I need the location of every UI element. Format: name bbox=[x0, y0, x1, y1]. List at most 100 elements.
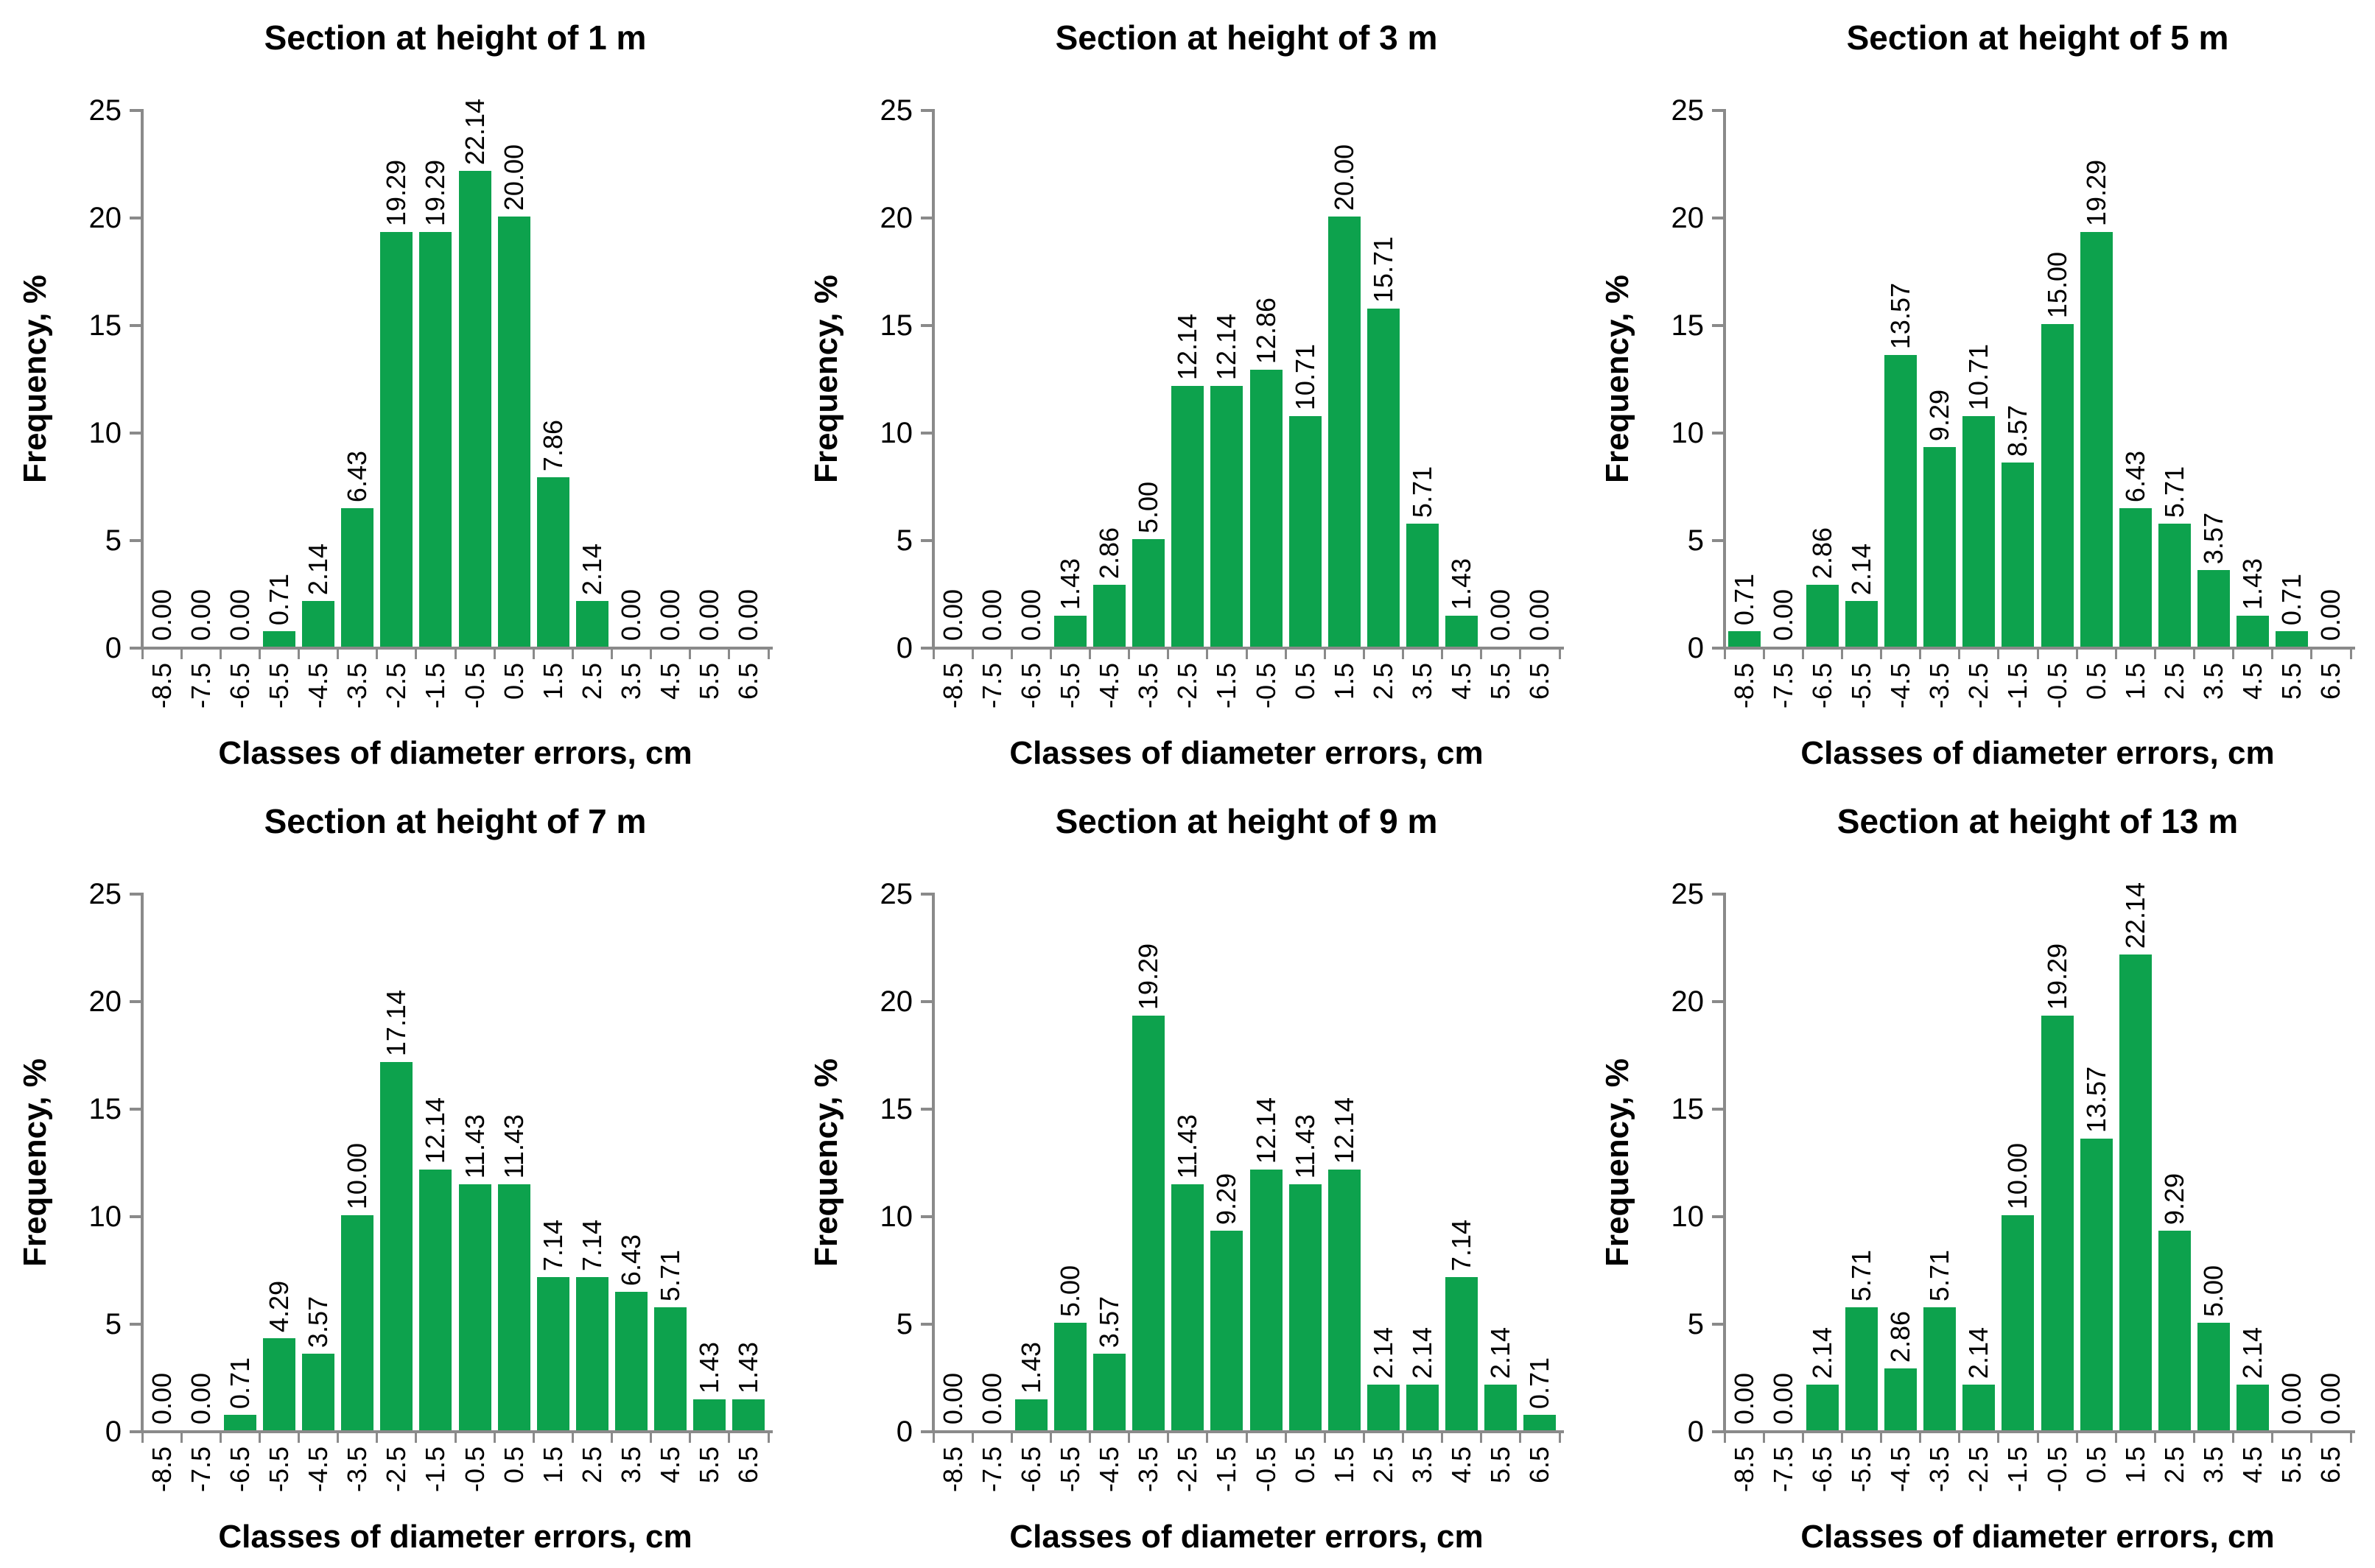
y-tick-mark bbox=[130, 1215, 141, 1218]
bar-value-label-box: 2.14 bbox=[1484, 1327, 1517, 1379]
bar bbox=[1210, 386, 1243, 647]
bar-value-label-box: 12.14 bbox=[1210, 314, 1243, 380]
bar-value-label: 1.43 bbox=[1054, 558, 1085, 610]
x-tick-label-box: -6.5 bbox=[1806, 1446, 1839, 1492]
y-tick-mark bbox=[130, 432, 141, 435]
x-tick-label: -5.5 bbox=[1845, 663, 1876, 709]
y-tick-label: 25 bbox=[1671, 878, 1705, 910]
bar-value-label-box: 5.00 bbox=[2197, 1265, 2230, 1317]
x-tick-label: 4.5 bbox=[655, 1446, 686, 1484]
bar-value-label-box: 0.00 bbox=[146, 589, 178, 641]
bar-value-label: 0.00 bbox=[185, 588, 216, 641]
bar-value-label-box: 0.00 bbox=[1484, 589, 1517, 641]
x-tick-mark bbox=[1880, 648, 1882, 659]
bar-value-label: 2.14 bbox=[303, 543, 334, 595]
bar bbox=[2276, 631, 2309, 647]
bar-value-label-box: 0.00 bbox=[976, 1373, 1008, 1424]
x-axis-title: Classes of diameter errors, cm bbox=[218, 1519, 692, 1555]
x-tick-label: 1.5 bbox=[1328, 1446, 1359, 1484]
x-tick-label: -4.5 bbox=[1094, 663, 1125, 709]
bar bbox=[1923, 447, 1957, 647]
bar-value-label-box: 19.29 bbox=[1132, 943, 1165, 1010]
x-tick-mark bbox=[219, 1432, 222, 1443]
y-tick-label: 0 bbox=[896, 1416, 913, 1448]
x-tick-label-box: -6.5 bbox=[224, 663, 256, 709]
x-tick-label-box: 3.5 bbox=[1406, 663, 1439, 700]
y-tick-label: 25 bbox=[880, 94, 913, 127]
y-axis-title: Frequency, % bbox=[808, 1058, 844, 1268]
x-tick-mark bbox=[1519, 648, 1522, 659]
x-tick-label: -6.5 bbox=[1806, 1446, 1837, 1493]
bar bbox=[1132, 1016, 1165, 1430]
bar-value-label-box: 1.43 bbox=[2237, 558, 2269, 610]
bar bbox=[458, 171, 491, 647]
x-tick-mark bbox=[1206, 1432, 1209, 1443]
y-tick-mark bbox=[130, 1323, 141, 1326]
chart-section-2: Section at height of 3 m 0 5 10 15 20 25 0.00 -8… bbox=[791, 0, 1582, 784]
x-tick-label: -0.5 bbox=[2041, 663, 2072, 709]
x-tick-label-box: -5.5 bbox=[263, 1446, 295, 1492]
bar-value-label: 2.14 bbox=[2237, 1326, 2268, 1379]
bar bbox=[1171, 386, 1204, 647]
x-tick-mark bbox=[415, 648, 418, 659]
bar bbox=[419, 232, 452, 647]
x-tick-label: -0.5 bbox=[459, 663, 490, 709]
x-tick-mark bbox=[2153, 1432, 2156, 1443]
x-tick-label: -7.5 bbox=[1767, 663, 1798, 709]
bar-value-label-box: 2.14 bbox=[1367, 1327, 1400, 1379]
bar-value-label-box: 11.43 bbox=[1289, 1114, 1322, 1178]
x-tick-label: -4.5 bbox=[1094, 1446, 1125, 1493]
x-tick-mark bbox=[493, 648, 496, 659]
bar-value-label-box: 0.00 bbox=[2315, 589, 2347, 641]
y-tick-mark bbox=[1712, 1108, 1723, 1111]
bar-value-label: 0.00 bbox=[655, 588, 686, 641]
x-tick-mark bbox=[1997, 1432, 2000, 1443]
x-tick-mark bbox=[1245, 1432, 1248, 1443]
x-tick-label-box: 0.5 bbox=[1289, 1446, 1322, 1483]
y-axis-line bbox=[1723, 109, 1726, 650]
y-tick-label: 15 bbox=[1671, 309, 1705, 342]
bar-value-label: 0.00 bbox=[146, 588, 177, 641]
x-tick-mark bbox=[1723, 1432, 1726, 1443]
y-tick-label: 10 bbox=[1671, 417, 1705, 449]
bar-value-label: 0.00 bbox=[1767, 1372, 1798, 1424]
x-tick-mark bbox=[337, 648, 340, 659]
bar bbox=[2119, 954, 2152, 1430]
bar-value-label: 10.00 bbox=[2002, 1142, 2033, 1209]
x-tick-label: 6.5 bbox=[2315, 663, 2346, 700]
bar bbox=[302, 601, 335, 647]
bar-value-label-box: 0.00 bbox=[937, 589, 969, 641]
bar bbox=[380, 232, 413, 647]
bar bbox=[2041, 1016, 2074, 1430]
x-tick-label-box: 6.5 bbox=[2315, 1446, 2347, 1483]
bar bbox=[1053, 616, 1087, 647]
x-tick-label: -2.5 bbox=[1172, 663, 1203, 709]
bar bbox=[1523, 1415, 1557, 1430]
bar-value-label: 12.14 bbox=[1250, 1097, 1281, 1164]
y-tick-mark bbox=[1712, 647, 1723, 650]
x-tick-label: -4.5 bbox=[303, 663, 334, 709]
x-tick-mark bbox=[1010, 648, 1013, 659]
bar bbox=[2158, 524, 2191, 647]
x-tick-mark bbox=[2349, 1432, 2352, 1443]
chart-section-6: Section at height of 13 m 0 5 10 15 20 25 0.00-… bbox=[1582, 784, 2374, 1567]
x-tick-mark bbox=[298, 648, 300, 659]
x-tick-label-box: -4.5 bbox=[302, 663, 334, 709]
bar bbox=[654, 1307, 687, 1430]
bar-value-label: 12.14 bbox=[1172, 313, 1203, 380]
x-tick-label-box: -2.5 bbox=[1171, 1446, 1204, 1492]
x-tick-label-box: -4.5 bbox=[1093, 1446, 1126, 1492]
x-tick-mark bbox=[2310, 1432, 2313, 1443]
y-tick-label: 15 bbox=[1671, 1093, 1705, 1125]
y-tick-label: 25 bbox=[1671, 94, 1705, 127]
x-tick-label: 6.5 bbox=[733, 1446, 764, 1484]
x-tick-label: 5.5 bbox=[694, 1446, 725, 1484]
x-tick-label: -8.5 bbox=[146, 663, 177, 709]
y-tick-mark bbox=[921, 109, 932, 112]
x-tick-mark bbox=[1997, 648, 2000, 659]
x-tick-mark bbox=[1245, 648, 1248, 659]
bar-value-label-box: 22.14 bbox=[459, 99, 491, 165]
x-tick-label-box: 2.5 bbox=[576, 663, 608, 700]
x-tick-mark bbox=[1089, 1432, 1091, 1443]
x-tick-mark bbox=[454, 648, 457, 659]
